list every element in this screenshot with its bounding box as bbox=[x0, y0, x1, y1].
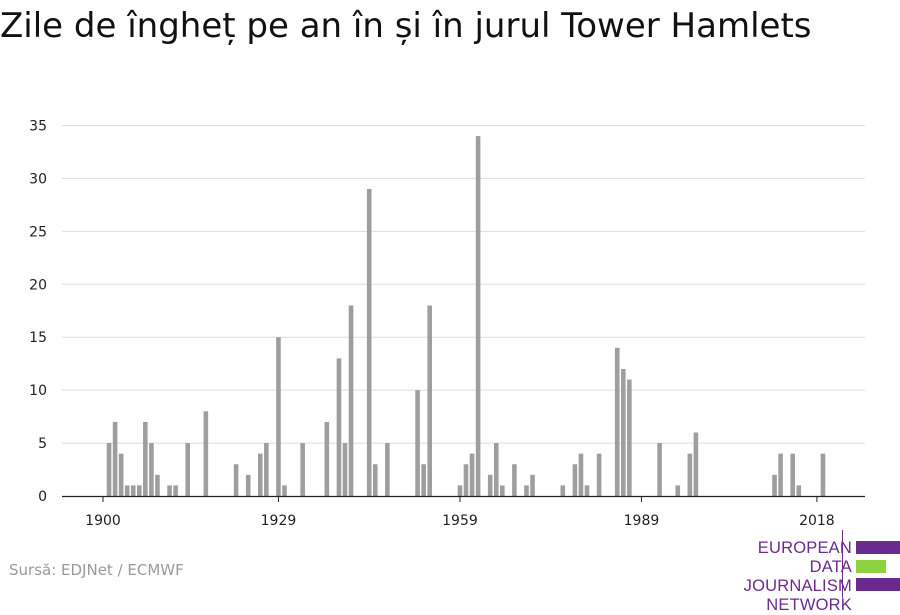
bars bbox=[106, 136, 826, 496]
bar-1907 bbox=[143, 421, 148, 496]
bar-2019 bbox=[820, 453, 826, 496]
bar-1987 bbox=[627, 379, 632, 496]
y-tick-label: 30 bbox=[29, 171, 47, 187]
bar-1940 bbox=[342, 443, 348, 496]
bar-1902 bbox=[112, 421, 118, 496]
bar-1929 bbox=[276, 337, 281, 496]
bar-1930 bbox=[282, 485, 287, 496]
bar-1911 bbox=[167, 485, 172, 496]
bar-1914 bbox=[185, 443, 190, 496]
y-tick-label: 15 bbox=[29, 330, 47, 346]
bar-1945 bbox=[372, 464, 378, 496]
bar-1922 bbox=[233, 464, 239, 496]
bar-1947 bbox=[385, 443, 390, 496]
bar-1985 bbox=[614, 347, 620, 496]
bar-2011 bbox=[772, 474, 777, 496]
x-axis-tick-labels: 1900 1929 1959 1989 2018 bbox=[85, 513, 835, 529]
x-tick-label: 1900 bbox=[85, 513, 121, 529]
y-tick-label: 10 bbox=[29, 383, 47, 399]
bar-1944 bbox=[366, 189, 372, 496]
y-tick-label: 35 bbox=[29, 119, 47, 135]
bar-1941 bbox=[348, 305, 354, 496]
bar-1908 bbox=[149, 443, 154, 496]
bar-1961 bbox=[469, 453, 475, 496]
bar-1982 bbox=[596, 453, 602, 496]
bar-1927 bbox=[264, 443, 269, 496]
chart-title: Zile de îngheț pe an în și în jurul Towe… bbox=[0, 6, 812, 46]
bar-chart: 0 5 10 15 20 25 30 35 1900 1929 1959 1989 2018 bbox=[29, 119, 865, 529]
logo-line-1: EUROPEAN bbox=[757, 539, 852, 557]
bar-1912 bbox=[173, 485, 178, 496]
bar-1976 bbox=[560, 485, 566, 496]
bar-2014 bbox=[790, 453, 795, 496]
bar-1901 bbox=[106, 443, 112, 496]
gridlines bbox=[62, 125, 865, 444]
y-tick-label: 20 bbox=[29, 277, 47, 293]
bar-1924 bbox=[245, 474, 251, 496]
y-tick-label: 5 bbox=[38, 436, 47, 452]
logo-bar-top bbox=[856, 541, 900, 554]
bar-1937 bbox=[324, 421, 330, 496]
bar-1933 bbox=[300, 443, 305, 496]
x-tick-label: 1959 bbox=[442, 513, 478, 529]
bar-1997 bbox=[687, 453, 693, 496]
bar-1903 bbox=[118, 453, 124, 496]
logo-text: EUROPEAN DATA JOURNALISM NETWORK bbox=[700, 539, 852, 615]
bar-1995 bbox=[675, 485, 681, 496]
bar-1959 bbox=[457, 485, 463, 496]
bar-1986 bbox=[621, 368, 626, 496]
logo-line-2: DATA JOURNALISM bbox=[743, 558, 852, 595]
bar-1962 bbox=[475, 136, 481, 496]
y-axis-tick-labels: 0 5 10 15 20 25 30 35 bbox=[29, 119, 47, 506]
logo-bar-middle bbox=[856, 560, 886, 573]
y-tick-label: 25 bbox=[29, 224, 47, 240]
bar-1978 bbox=[572, 464, 578, 496]
bar-1964 bbox=[487, 474, 493, 496]
bar-1926 bbox=[258, 453, 263, 496]
bar-1968 bbox=[512, 464, 517, 496]
bar-1906 bbox=[137, 485, 142, 496]
x-axis bbox=[62, 495, 865, 502]
logo-line-3: NETWORK bbox=[766, 596, 852, 614]
edjnet-logo[interactable]: EUROPEAN DATA JOURNALISM NETWORK bbox=[700, 530, 900, 614]
y-tick-label: 0 bbox=[38, 489, 47, 505]
bar-1904 bbox=[124, 485, 130, 496]
logo-bar-bottom bbox=[856, 578, 900, 591]
bar-1905 bbox=[130, 485, 136, 496]
logo-divider bbox=[842, 530, 843, 598]
bar-1952 bbox=[415, 390, 420, 496]
x-tick-label: 1989 bbox=[624, 513, 660, 529]
bar-1970 bbox=[524, 485, 529, 496]
bar-1971 bbox=[530, 474, 535, 496]
bar-2015 bbox=[796, 485, 802, 496]
bar-1917 bbox=[203, 411, 209, 496]
bar-1909 bbox=[155, 474, 160, 496]
bar-1954 bbox=[427, 305, 432, 496]
bar-1980 bbox=[584, 485, 590, 496]
bar-1966 bbox=[500, 485, 505, 496]
x-tick-label: 2018 bbox=[799, 513, 835, 529]
bar-1953 bbox=[421, 464, 426, 496]
bar-1998 bbox=[693, 432, 699, 496]
source-note: Sursă: EDJNet / ECMWF bbox=[9, 561, 184, 579]
bar-1960 bbox=[463, 464, 469, 496]
bar-1965 bbox=[493, 443, 499, 496]
x-tick-label: 1929 bbox=[261, 513, 297, 529]
bar-1939 bbox=[336, 358, 342, 496]
bar-1992 bbox=[657, 443, 662, 496]
bar-1979 bbox=[578, 453, 584, 496]
bar-2012 bbox=[778, 453, 783, 496]
